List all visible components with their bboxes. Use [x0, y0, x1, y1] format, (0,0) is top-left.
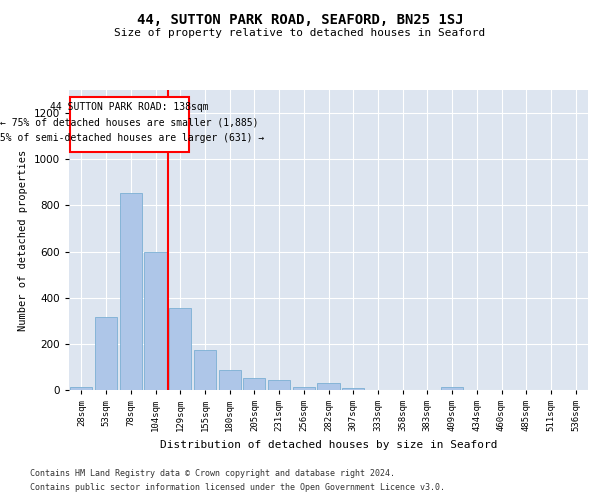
Text: 25% of semi-detached houses are larger (631) →: 25% of semi-detached houses are larger (…: [0, 133, 265, 143]
Text: ← 75% of detached houses are smaller (1,885): ← 75% of detached houses are smaller (1,…: [0, 118, 259, 128]
Bar: [218, 370, 241, 390]
Bar: [169, 308, 191, 390]
Bar: [119, 192, 142, 390]
Bar: [342, 388, 364, 390]
Bar: [293, 386, 315, 390]
Text: Contains public sector information licensed under the Open Government Licence v3: Contains public sector information licen…: [30, 484, 445, 492]
Y-axis label: Number of detached properties: Number of detached properties: [18, 150, 28, 330]
Bar: [70, 386, 92, 390]
Bar: [243, 378, 265, 390]
Bar: [95, 318, 117, 390]
Text: Size of property relative to detached houses in Seaford: Size of property relative to detached ho…: [115, 28, 485, 38]
Bar: [70, 97, 189, 152]
Bar: [194, 350, 216, 390]
Bar: [317, 383, 340, 390]
Text: 44 SUTTON PARK ROAD: 138sqm: 44 SUTTON PARK ROAD: 138sqm: [50, 102, 209, 112]
Bar: [441, 386, 463, 390]
Bar: [268, 380, 290, 390]
Bar: [145, 252, 167, 390]
Text: Contains HM Land Registry data © Crown copyright and database right 2024.: Contains HM Land Registry data © Crown c…: [30, 468, 395, 477]
Text: 44, SUTTON PARK ROAD, SEAFORD, BN25 1SJ: 44, SUTTON PARK ROAD, SEAFORD, BN25 1SJ: [137, 12, 463, 26]
X-axis label: Distribution of detached houses by size in Seaford: Distribution of detached houses by size …: [160, 440, 497, 450]
